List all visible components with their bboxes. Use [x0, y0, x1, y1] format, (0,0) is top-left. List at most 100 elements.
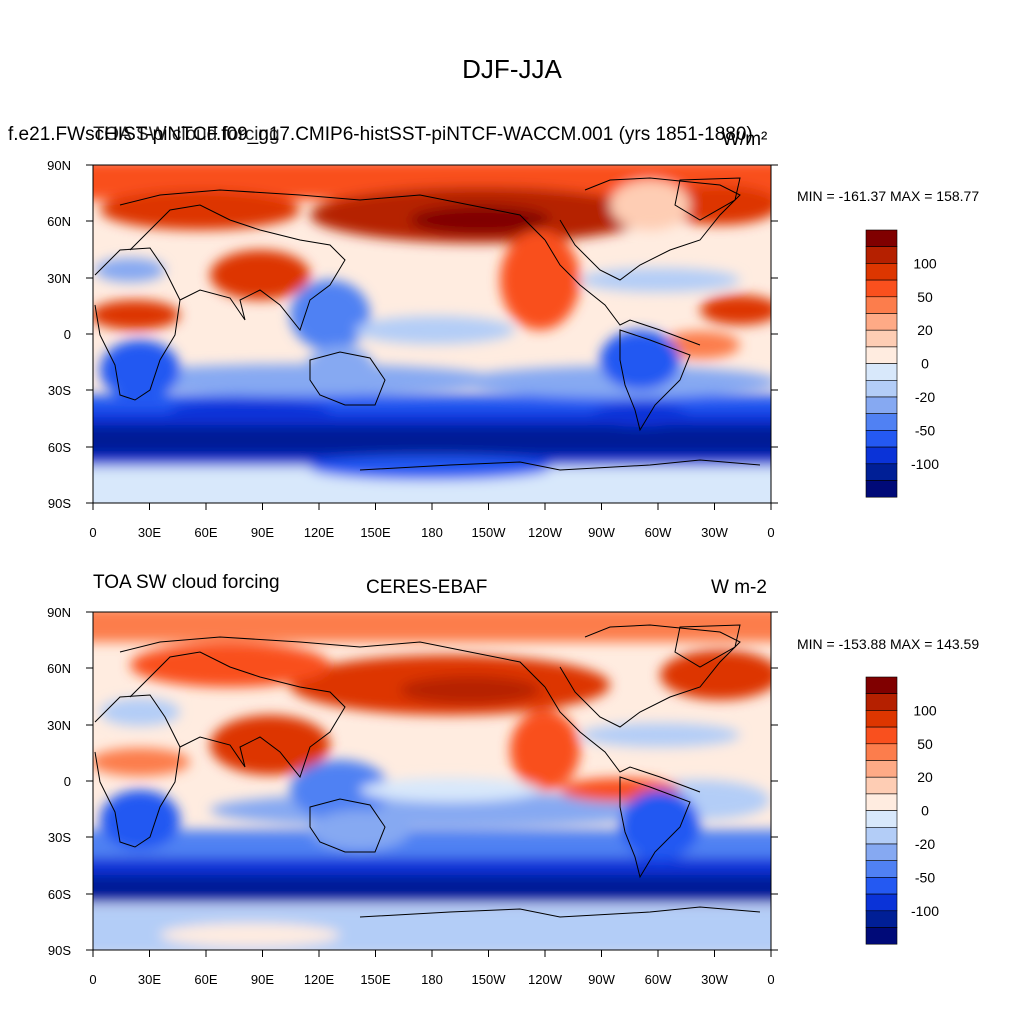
panel1-lat-label: 60S	[48, 440, 71, 455]
panel2-colorbar-box	[865, 710, 898, 728]
panel1-colorbar-box	[865, 229, 898, 248]
panel1-colorbar-label: -100	[911, 456, 939, 472]
panel1-colorbar-box	[865, 346, 898, 364]
panel2-lon-label: 180	[421, 972, 443, 987]
panel2-colorbar-box	[865, 927, 898, 945]
panel2-lon-label: 90W	[588, 972, 615, 987]
panel1-min-max: MIN = -161.37 MAX = 158.77	[797, 188, 980, 204]
panel2-colorbar: 100 50 20 0 -20 -50 -100	[865, 676, 939, 945]
panel1-lat-label: 90S	[48, 496, 71, 511]
panel1-colorbar-label: -50	[915, 422, 935, 438]
panel1-lat-label: 0	[64, 327, 71, 342]
panel2-colorbar-box	[865, 810, 898, 828]
panel1-colorbar-box	[865, 396, 898, 415]
panel1-lon-label: 60E	[194, 525, 217, 540]
panel2-colorbar-box	[865, 726, 898, 745]
panel2-lon-label: 120W	[528, 972, 563, 987]
panel2-field	[93, 612, 771, 950]
panel1-coastlines	[94, 177, 761, 471]
panel2-colorbar-box	[865, 826, 898, 845]
panel2-lat-label: 90S	[48, 943, 71, 958]
panel2-colorbar-box	[865, 693, 898, 711]
panel2-lon-label: 30W	[701, 972, 728, 987]
panel1-lon-label: 90E	[251, 525, 274, 540]
panel1-lon-label: 90W	[588, 525, 615, 540]
panel2-colorbar-box	[865, 760, 898, 778]
panel2-lon-label: 120E	[304, 972, 335, 987]
panel1-colorbar-label: 20	[917, 322, 933, 338]
panel1-colorbar-box	[865, 463, 898, 481]
panel2-colorbar-box	[865, 877, 898, 895]
panel1-lon-label: 30E	[138, 525, 161, 540]
panel2-colorbar-label: 0	[921, 803, 929, 819]
panel1-colorbar-box	[865, 329, 898, 348]
panel1-axes: 90N 60N 30N 0 30S 60S 90S 0 30E 60E	[47, 158, 778, 540]
panel2-lat-label: 30N	[47, 718, 71, 733]
panel2-lat-label: 30S	[48, 830, 71, 845]
panel2-lat-label: 90N	[47, 605, 71, 620]
panel1-lat-label: 30N	[47, 271, 71, 286]
panel1-units-label: W/m²	[722, 129, 768, 150]
panel1-colorbar-box	[865, 313, 898, 331]
panel2-min-max: MIN = -153.88 MAX = 143.59	[797, 636, 980, 652]
panel1-colorbar-box	[865, 379, 898, 398]
panel2-lon-label: 0	[89, 972, 96, 987]
panel1-colorbar-box	[865, 446, 898, 465]
panel1-colorbar-box	[865, 363, 898, 381]
panel1-field	[93, 165, 771, 503]
panel1-colorbar-box	[865, 279, 898, 298]
panel1-lon-label: 120W	[528, 525, 563, 540]
panel1-colorbar: 100 50 20 0 -20 -50 -100	[865, 229, 939, 498]
panel2-lon-label: 90E	[251, 972, 274, 987]
panel1-colorbar-box	[865, 246, 898, 264]
panel2-lon-label: 30E	[138, 972, 161, 987]
panel1-map: 90N 60N 30N 0 30S 60S 90S 0 30E 60E	[47, 158, 778, 540]
panel1-case-label: f.e21.FWscHIST-piNTCF.f09_g17.CMIP6-hist…	[8, 124, 753, 145]
panel2-colorbar-box	[865, 793, 898, 811]
panel1-lon-label: 0	[89, 525, 96, 540]
panel2-colorbar-box	[865, 860, 898, 878]
panel2-lon-label: 150E	[360, 972, 391, 987]
panel2-coastlines	[94, 624, 761, 918]
panel2-lon-label: 60W	[645, 972, 672, 987]
panel1-variable-label: TOA SW cloud forcing	[93, 124, 280, 145]
panel2-colorbar-box	[865, 743, 898, 761]
panel1-colorbar-label: 0	[921, 356, 929, 372]
panel1-lat-label: 60N	[47, 214, 71, 229]
panel2-axes: 90N 60N 30N 0 30S 60S 90S 0 30E 60E	[47, 605, 778, 987]
panel1-lat-label: 30S	[48, 383, 71, 398]
panel2-variable-label: TOA SW cloud forcing	[93, 572, 280, 593]
panel1-colorbar-box	[865, 430, 898, 448]
panel2-colorbar-label: -20	[915, 836, 935, 852]
panel1-lon-label: 0	[767, 525, 774, 540]
panel2-lat-label: 60N	[47, 661, 71, 676]
panel1-colorbar-box	[865, 263, 898, 281]
panel2-colorbar-box	[865, 910, 898, 928]
panel2-lon-label: 150W	[472, 972, 507, 987]
panel1-colorbar-box	[865, 413, 898, 431]
panel1-colorbar-box	[865, 480, 898, 498]
panel2-colorbar-box	[865, 676, 898, 695]
panel1-lon-label: 120E	[304, 525, 335, 540]
panel1-lat-ticks	[86, 164, 778, 504]
panel1-lon-label: 30W	[701, 525, 728, 540]
panel2-dataset-label: CERES-EBAF	[366, 577, 488, 598]
panel2-colorbar-label: 100	[913, 702, 937, 718]
panel2-colorbar-label: -100	[911, 903, 939, 919]
panel2-colorbar-label: -50	[915, 869, 935, 885]
panel1-colorbar-box	[865, 296, 898, 314]
panel2-colorbar-label: 50	[917, 736, 933, 752]
panel1-lon-label: 150W	[472, 525, 507, 540]
panel2-colorbar-box	[865, 893, 898, 912]
panel1-colorbar-label: 100	[913, 255, 937, 271]
panel2-colorbar-label: 20	[917, 769, 933, 785]
panel1-colorbar-label: 50	[917, 289, 933, 305]
panel2-lat-label: 60S	[48, 887, 71, 902]
panel1-lon-label: 150E	[360, 525, 391, 540]
panel1-lon-label: 60W	[645, 525, 672, 540]
figure-title: DJF-JJA	[462, 54, 562, 84]
panel2-map: 90N 60N 30N 0 30S 60S 90S 0 30E 60E	[47, 605, 778, 987]
panel2-lon-label: 0	[767, 972, 774, 987]
panel1-lat-label: 90N	[47, 158, 71, 173]
